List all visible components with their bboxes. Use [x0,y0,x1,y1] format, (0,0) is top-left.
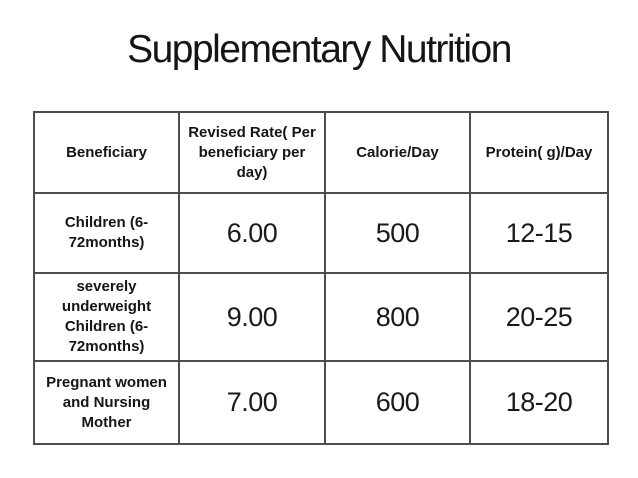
table-row-children: Children (6- 72months) 6.00 500 12-15 [33,192,609,274]
cell-rate: 9.00 [178,272,326,362]
cell-calorie: 600 [324,360,471,445]
cell-calorie: 500 [324,192,471,274]
cell-beneficiary: Pregnant women and Nursing Mother [33,360,180,445]
column-header-protein-per-day: Protein( g)/Day [469,111,609,194]
table-row-pregnant-nursing: Pregnant women and Nursing Mother 7.00 6… [33,360,609,445]
header-row: Beneficiary Revised Rate( Per beneficiar… [33,111,609,194]
cell-beneficiary: Children (6- 72months) [33,192,180,274]
table-row-severely-underweight-children: severely underweight Children (6- 72mont… [33,272,609,362]
cell-protein: 12-15 [469,192,609,274]
cell-rate: 6.00 [178,192,326,274]
cell-rate: 7.00 [178,360,326,445]
cell-calorie: 800 [324,272,471,362]
column-header-calorie-per-day: Calorie/Day [324,111,471,194]
column-header-revised-rate: Revised Rate( Per beneficiary per day) [178,111,326,194]
cell-beneficiary: severely underweight Children (6- 72mont… [33,272,180,362]
slide-title: Supplementary Nutrition [127,28,512,71]
column-header-beneficiary: Beneficiary [33,111,180,194]
cell-protein: 18-20 [469,360,609,445]
cell-protein: 20-25 [469,272,609,362]
nutrition-table: Beneficiary Revised Rate( Per beneficiar… [33,111,609,445]
